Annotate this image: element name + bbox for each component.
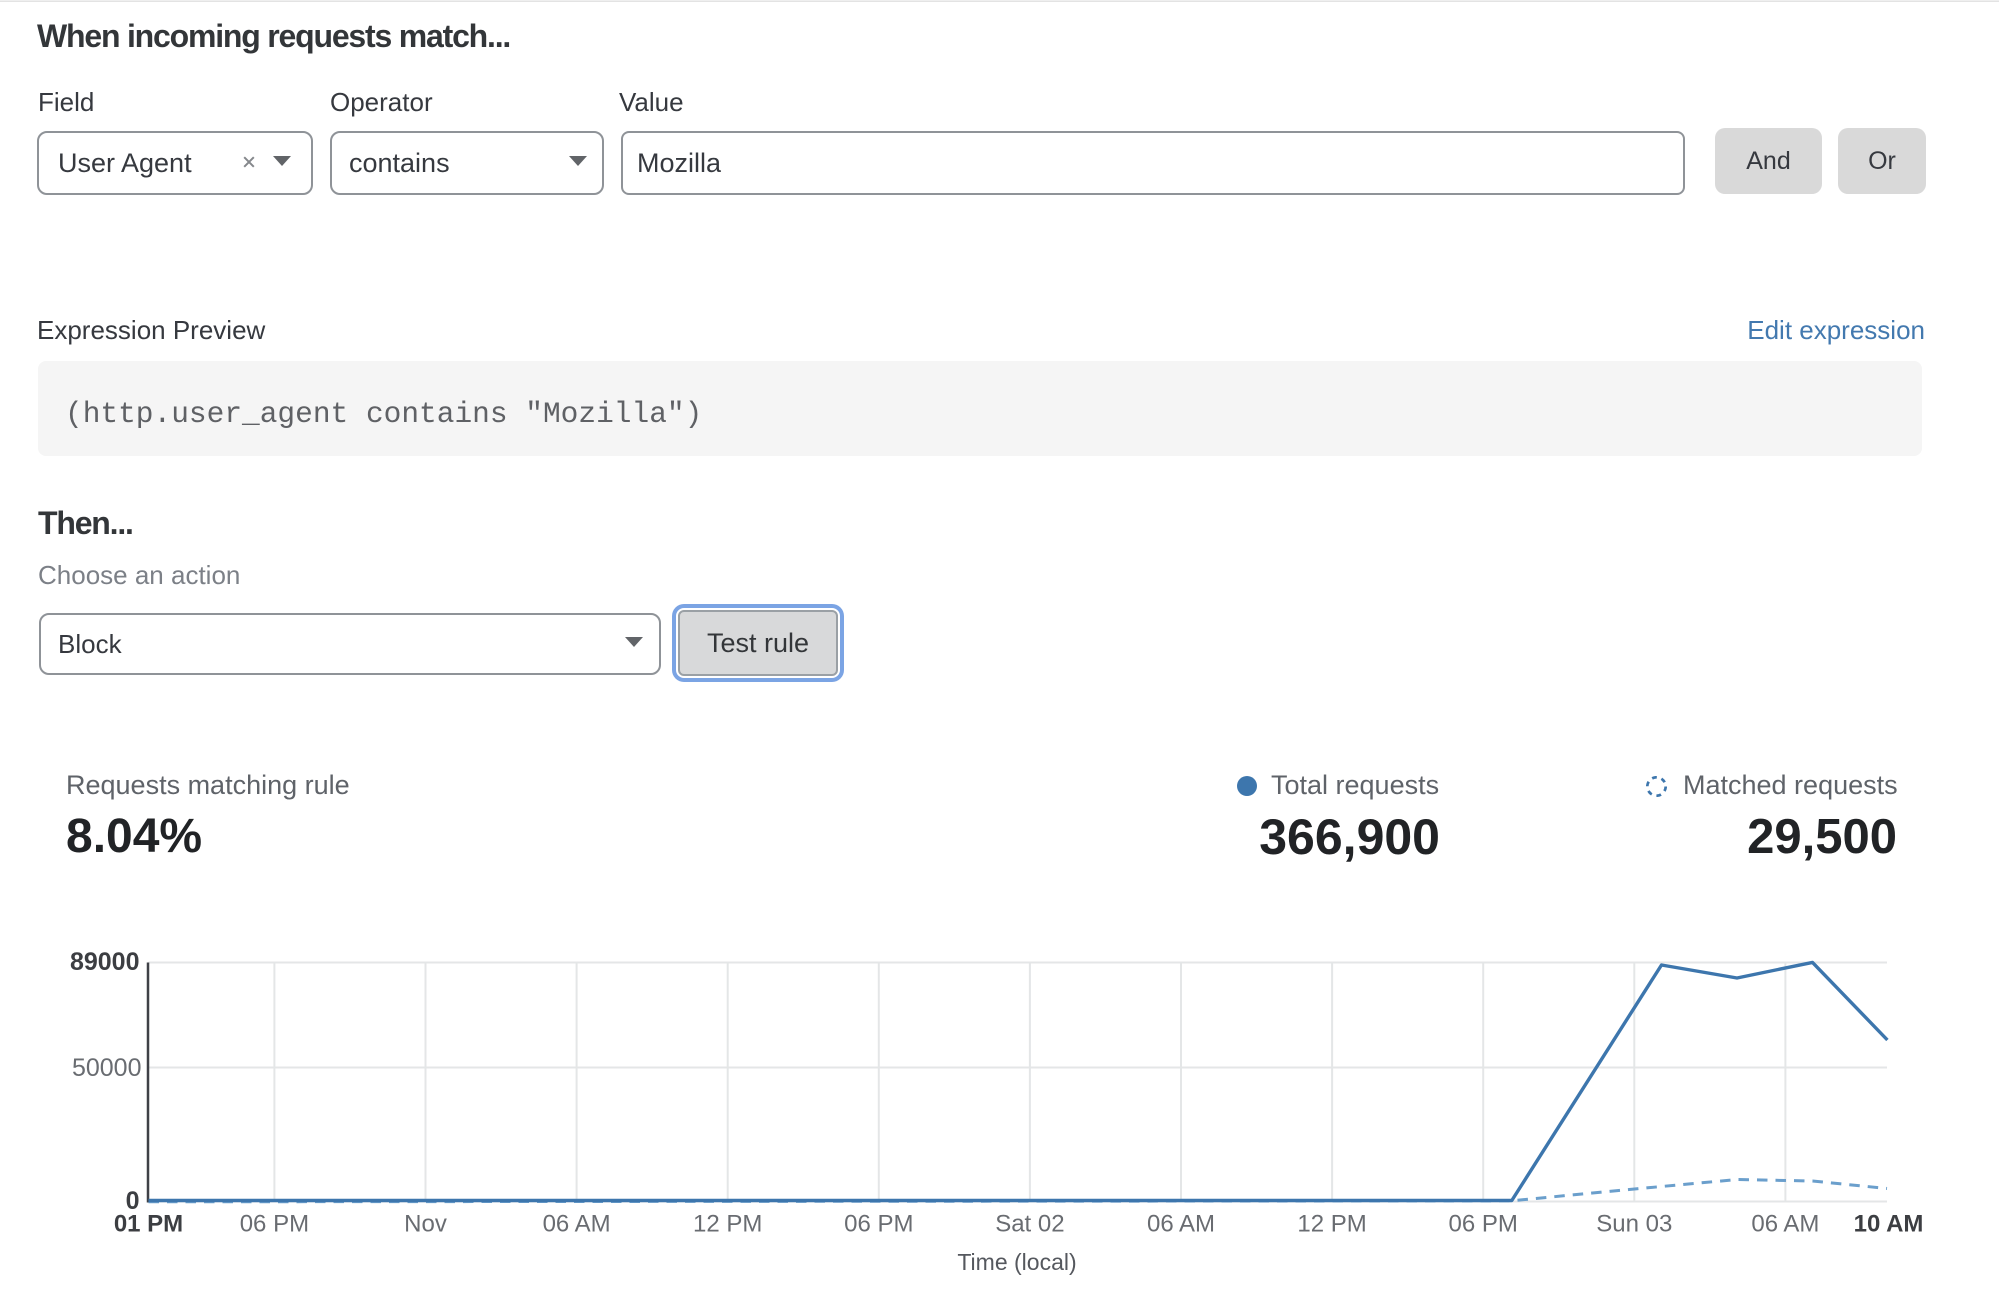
svg-text:10 AM: 10 AM: [1854, 1211, 1924, 1238]
svg-text:06 PM: 06 PM: [240, 1211, 309, 1238]
svg-text:12 PM: 12 PM: [1297, 1211, 1366, 1238]
svg-text:06 AM: 06 AM: [1147, 1211, 1215, 1238]
svg-text:Nov: Nov: [404, 1211, 447, 1238]
svg-text:06 AM: 06 AM: [543, 1211, 611, 1238]
svg-text:06 PM: 06 PM: [1449, 1211, 1518, 1238]
svg-text:89000: 89000: [70, 948, 140, 976]
svg-text:01 PM: 01 PM: [114, 1211, 183, 1238]
svg-text:50000: 50000: [72, 1054, 142, 1082]
svg-text:Sun 03: Sun 03: [1596, 1211, 1672, 1238]
svg-text:06 PM: 06 PM: [844, 1211, 913, 1238]
svg-text:0: 0: [126, 1187, 140, 1215]
svg-text:06 AM: 06 AM: [1751, 1211, 1819, 1238]
svg-text:Sat 02: Sat 02: [995, 1211, 1064, 1238]
svg-text:Time (local): Time (local): [957, 1249, 1076, 1275]
svg-text:12 PM: 12 PM: [693, 1211, 762, 1238]
